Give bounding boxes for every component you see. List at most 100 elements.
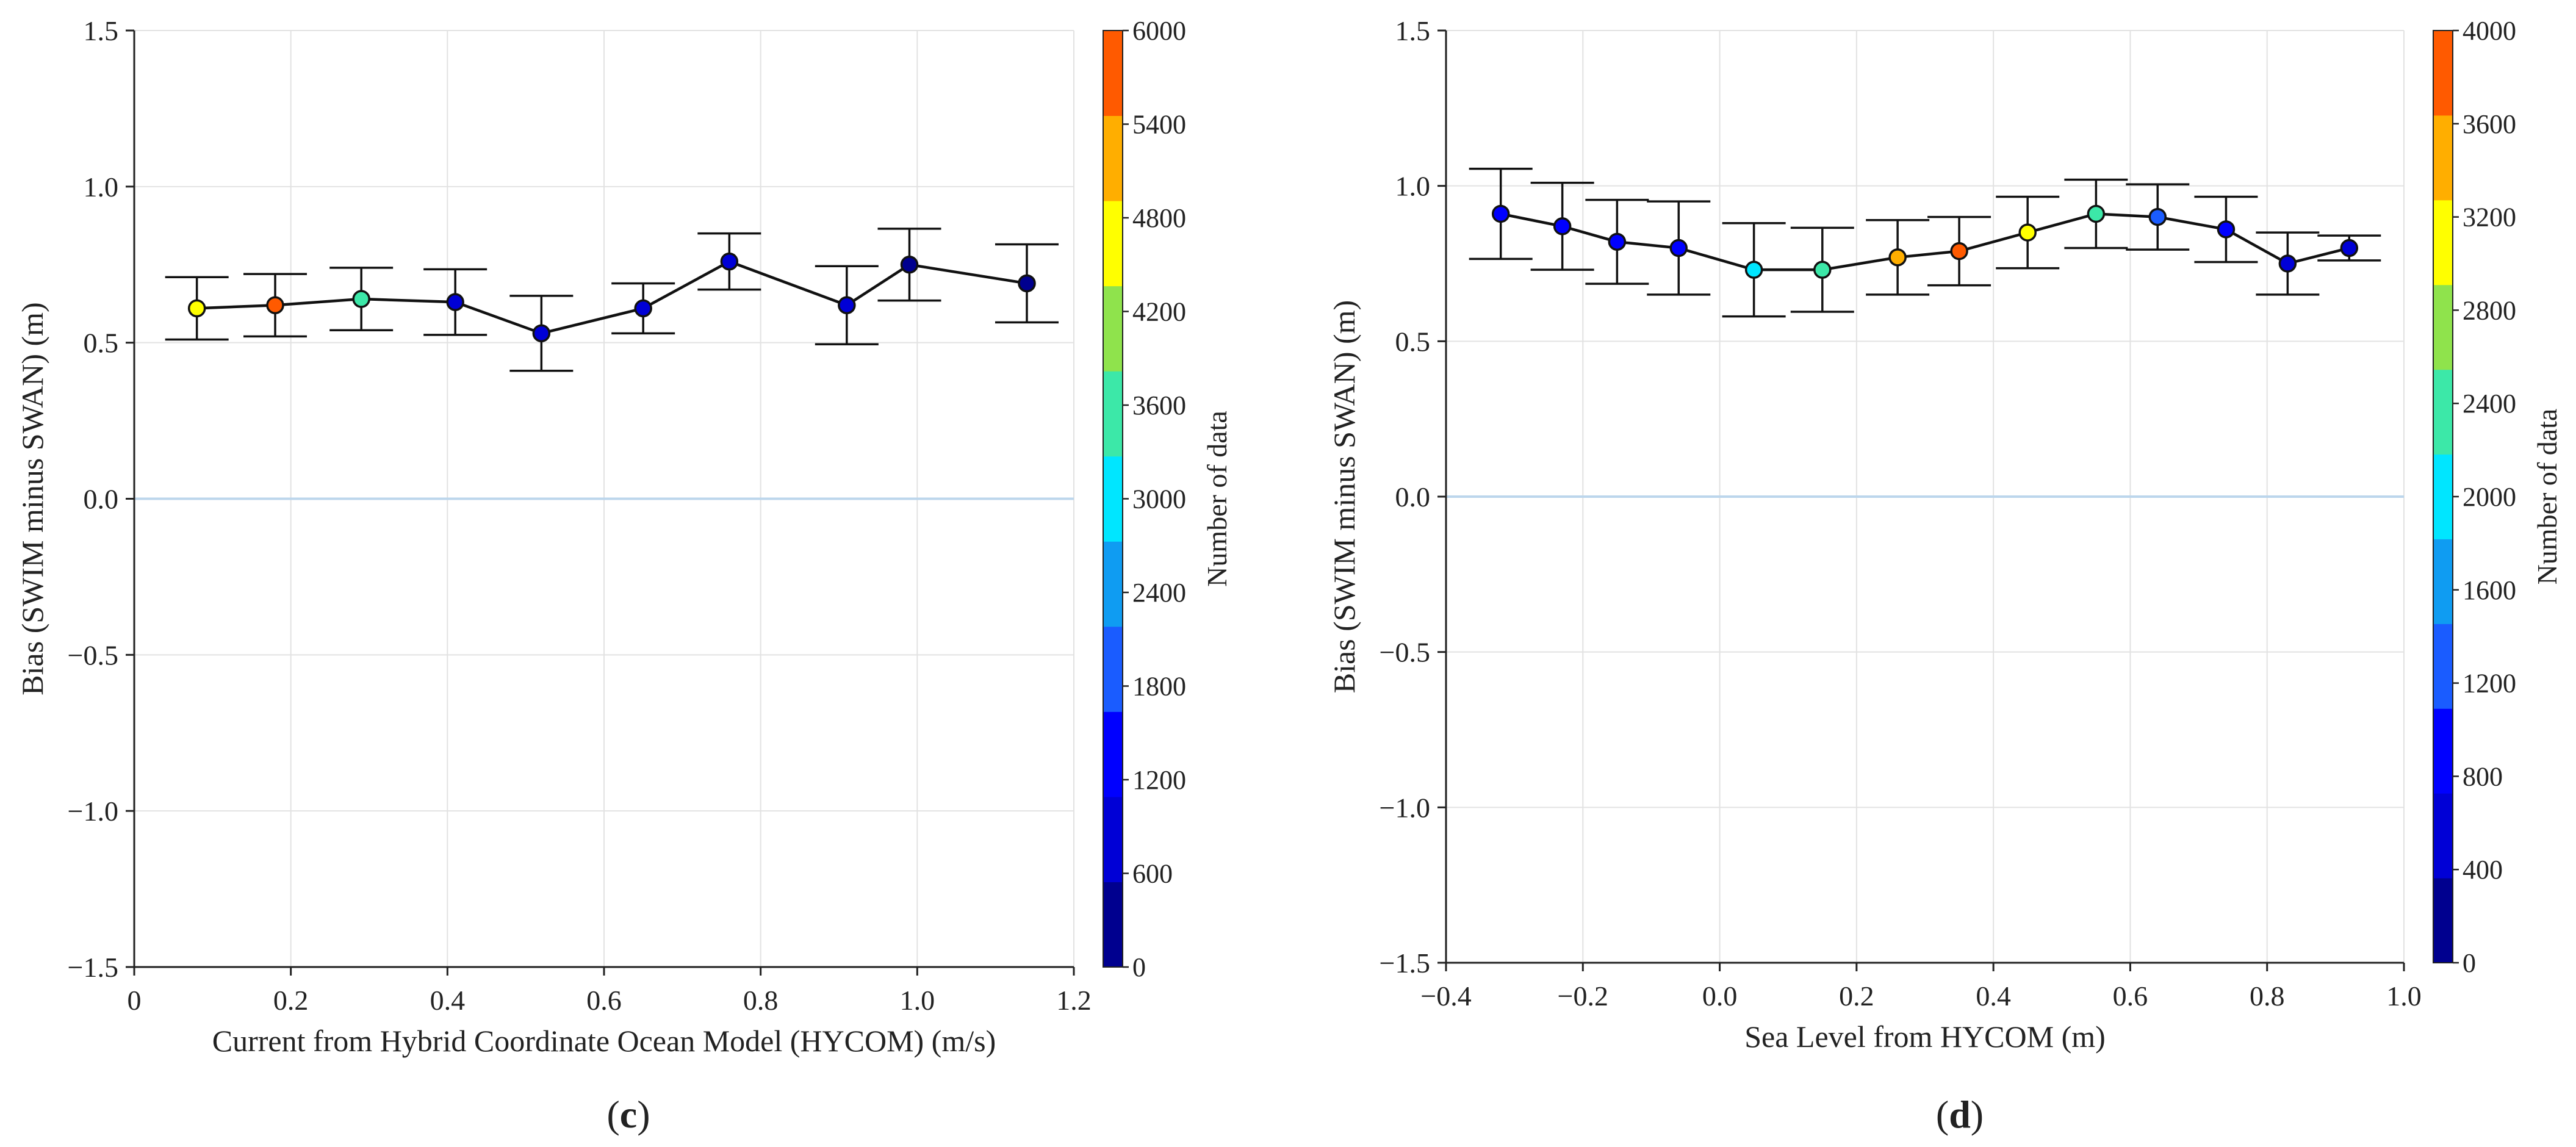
y-axis-label: Bias (SWIM minus SWAN) (m)	[15, 302, 49, 695]
colorbar-tick-label: 2400	[1132, 578, 1186, 608]
colorbar-tick-label: 0	[1132, 952, 1146, 982]
y-tick-label: −1.5	[68, 952, 118, 983]
data-point	[187, 299, 206, 318]
colorbar-segment	[1103, 286, 1123, 372]
colorbar-segment	[1103, 626, 1123, 712]
colorbar-segment	[1103, 541, 1123, 627]
colorbar-tick-label: 6000	[1132, 16, 1186, 46]
x-axis-label: Current from Hybrid Coordinate Ocean Mod…	[212, 1024, 996, 1058]
data-point	[1608, 232, 1627, 251]
x-tick-label: 0.8	[743, 985, 779, 1016]
colorbar-segment	[2433, 539, 2453, 624]
y-tick-label: 1.0	[84, 171, 119, 203]
data-point	[720, 252, 739, 271]
data-point	[1950, 242, 1968, 261]
colorbar-segment	[2433, 454, 2453, 539]
colorbar-tick-label: 4800	[1132, 203, 1186, 233]
colorbar-tick-label: 2800	[2463, 295, 2516, 325]
colorbar-tick-label: 3200	[2463, 203, 2516, 232]
data-point	[2340, 239, 2359, 257]
data-point	[1888, 248, 1907, 267]
y-tick-label: 0.5	[1395, 326, 1431, 357]
colorbar-segment	[2433, 31, 2453, 116]
colorbar-segment	[2433, 624, 2453, 709]
x-tick-label: 0.4	[1976, 980, 2011, 1012]
x-tick-label: −0.4	[1420, 980, 1471, 1012]
series-line	[196, 260, 1027, 335]
data-point	[1744, 261, 1763, 279]
x-tick-label: 0.0	[1702, 980, 1738, 1012]
y-tick-label: 0.0	[1395, 481, 1431, 512]
colorbar-segment	[2433, 200, 2453, 286]
colorbar-tick-label: 2000	[2463, 482, 2516, 512]
colorbar-segment	[2433, 793, 2453, 879]
x-tick-label: 0.6	[586, 985, 622, 1016]
colorbar-segment	[1103, 371, 1123, 457]
x-tick-label: 0.2	[1839, 980, 1874, 1012]
data-point	[532, 324, 551, 343]
colorbar-tick-label: 3600	[1132, 390, 1186, 420]
x-tick-label: 0.2	[273, 985, 309, 1016]
y-tick-label: −1.0	[68, 796, 118, 827]
colorbar-segment	[2433, 369, 2453, 455]
colorbar-tick-label: 3000	[1132, 484, 1186, 514]
y-tick-label: 1.5	[1395, 15, 1431, 46]
data-point	[1813, 261, 1832, 279]
colorbar-tick-label: 5400	[1132, 110, 1186, 140]
panel-label-c: (c)	[606, 1093, 650, 1136]
colorbar-tick-label: 1200	[1132, 765, 1186, 795]
x-tick-label: −0.2	[1558, 980, 1608, 1012]
data-point	[2018, 223, 2037, 242]
chart-d: −0.4 −0.2 0.0 0.2 0.4 0.6 0.8 1.0 −1.5 −1.0 −0.5 0.…	[1327, 15, 2563, 1054]
data-point	[1491, 204, 1510, 223]
data-point	[2278, 254, 2297, 273]
colorbar-segment	[2433, 284, 2453, 370]
data-point	[446, 293, 464, 311]
data-point	[1018, 274, 1036, 293]
x-tick-label: 1.0	[900, 985, 935, 1016]
x-tick-label: 0.8	[2250, 980, 2285, 1012]
data-point	[1553, 217, 1572, 236]
colorbar-label: Number of data	[1201, 411, 1232, 587]
colorbar-tick-label: 3600	[2463, 109, 2516, 139]
colorbar-tick-label: 1800	[1132, 672, 1186, 702]
y-tick-label: 0.5	[84, 328, 119, 359]
x-tick-label: 1.2	[1056, 985, 1092, 1016]
x-tick-label: 0.6	[2113, 980, 2148, 1012]
colorbar-tick-label: 2400	[2463, 389, 2516, 419]
colorbar-segment	[1103, 201, 1123, 287]
y-tick-label: 0.0	[84, 484, 119, 515]
colorbar-segment	[1103, 796, 1123, 882]
y-tick-label: −0.5	[1380, 637, 1430, 668]
data-point	[838, 296, 856, 315]
data-point	[2087, 204, 2106, 223]
colorbar-tick-label: 800	[2463, 761, 2503, 791]
series-line	[1500, 212, 2350, 271]
colorbar-tick-label: 0	[2463, 948, 2476, 978]
colorbar-tick-label: 400	[2463, 855, 2503, 885]
colorbar-segment	[1103, 31, 1123, 117]
colorbar-tick-label: 1600	[2463, 575, 2516, 605]
colorbar-segment	[1103, 456, 1123, 542]
colorbar-segment	[1103, 882, 1123, 968]
y-tick-label: −0.5	[68, 639, 118, 671]
data-point	[2217, 220, 2236, 239]
colorbar-segment	[2433, 708, 2453, 794]
colorbar-segment	[2433, 878, 2453, 963]
data-point	[352, 290, 370, 308]
colorbar-tick-label: 4000	[2463, 16, 2516, 46]
data-point	[900, 256, 919, 274]
data-point	[1669, 239, 1688, 257]
y-tick-label: 1.5	[84, 15, 119, 46]
colorbar-segment	[1103, 115, 1123, 201]
panel-label-d: (d)	[1936, 1093, 1984, 1136]
colorbar-segment	[1103, 711, 1123, 797]
data-point	[634, 299, 652, 318]
x-tick-label: 0.4	[430, 985, 466, 1016]
colorbar-tick-label: 600	[1132, 859, 1173, 889]
colorbar-tick-label: 1200	[2463, 669, 2516, 699]
x-tick-label: 1.0	[2386, 980, 2422, 1012]
y-tick-label: 1.0	[1395, 171, 1431, 202]
colorbar-segment	[2433, 115, 2453, 201]
